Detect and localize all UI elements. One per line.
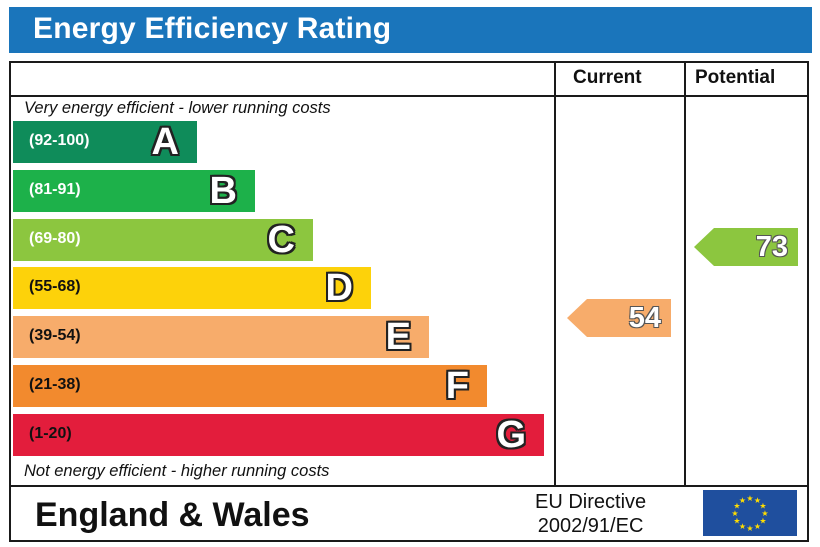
star-icon: ★ <box>759 517 766 526</box>
star-icon: ★ <box>759 502 766 511</box>
band-e-range: (39-54) <box>29 327 81 344</box>
eu-directive-line1: EU Directive <box>535 491 647 513</box>
top-note: Very energy efficient - lower running co… <box>24 99 331 117</box>
band-c-range: (69-80) <box>29 230 81 247</box>
eu-directive-line2: 2002/91/EC <box>537 515 644 537</box>
chart-title: Energy Efficiency Rating <box>33 12 392 45</box>
band-f-range: (21-38) <box>29 376 81 393</box>
rating-frame: Current Potential Very energy efficient … <box>9 61 809 542</box>
band-e-letter: E <box>385 316 411 358</box>
potential-arrow-shape <box>694 228 798 266</box>
band-d-letter: D <box>325 267 353 309</box>
band-b-letter: B <box>209 170 237 212</box>
bottom-note: Not energy efficient - higher running co… <box>24 462 330 480</box>
band-c-letter: C <box>267 219 295 261</box>
band-e: (39-54) E <box>13 316 429 358</box>
band-f-letter: F <box>445 365 469 407</box>
arrow-left-icon <box>567 299 671 337</box>
current-rating-arrow: 54 <box>567 299 671 337</box>
potential-rating-value: 73 <box>755 231 788 263</box>
star-icon: ★ <box>746 494 753 503</box>
band-g-letter: G <box>496 414 526 456</box>
eu-directive: EU Directive 2002/91/EC <box>535 490 646 538</box>
star-icon: ★ <box>754 522 761 531</box>
current-column-divider <box>554 63 556 487</box>
region-label: England & Wales <box>35 496 310 534</box>
footer-divider <box>11 485 807 487</box>
star-icon: ★ <box>739 522 746 531</box>
band-f: (21-38) F <box>13 365 487 407</box>
header-divider <box>11 95 807 97</box>
arrow-left-icon <box>694 228 798 266</box>
star-icon: ★ <box>746 524 753 533</box>
star-icon: ★ <box>739 496 746 505</box>
band-c: (69-80) C <box>13 219 313 261</box>
star-icon: ★ <box>733 502 740 511</box>
current-column-header: Current <box>573 67 642 88</box>
star-icon: ★ <box>761 509 768 518</box>
eu-stars: ★★★★★★★★★ ★ ★★ <box>731 494 768 533</box>
star-icon: ★ <box>754 496 761 505</box>
band-d-range: (55-68) <box>29 278 81 295</box>
band-a-letter: A <box>151 121 179 163</box>
eu-flag-icon: ★ ★ ★ ★ ★ ★ ★ ★ ★ ★ ★ ★ <box>703 490 797 536</box>
band-g: (1-20) G <box>13 414 544 456</box>
band-a-range: (92-100) <box>29 132 90 149</box>
band-g-range: (1-20) <box>29 425 72 442</box>
potential-rating-arrow: 73 <box>694 228 798 266</box>
current-rating-value: 54 <box>628 302 661 334</box>
star-icon: ★ <box>733 517 740 526</box>
band-b-range: (81-91) <box>29 181 81 198</box>
potential-column-header: Potential <box>695 67 776 88</box>
band-d: (55-68) D <box>13 267 371 309</box>
band-a: (92-100) A <box>13 121 197 163</box>
star-icon: ★ <box>731 509 738 518</box>
current-arrow-shape <box>567 299 671 337</box>
potential-column-divider <box>684 63 686 487</box>
band-b: (81-91) B <box>13 170 255 212</box>
title-bar: Energy Efficiency Rating <box>9 7 812 53</box>
